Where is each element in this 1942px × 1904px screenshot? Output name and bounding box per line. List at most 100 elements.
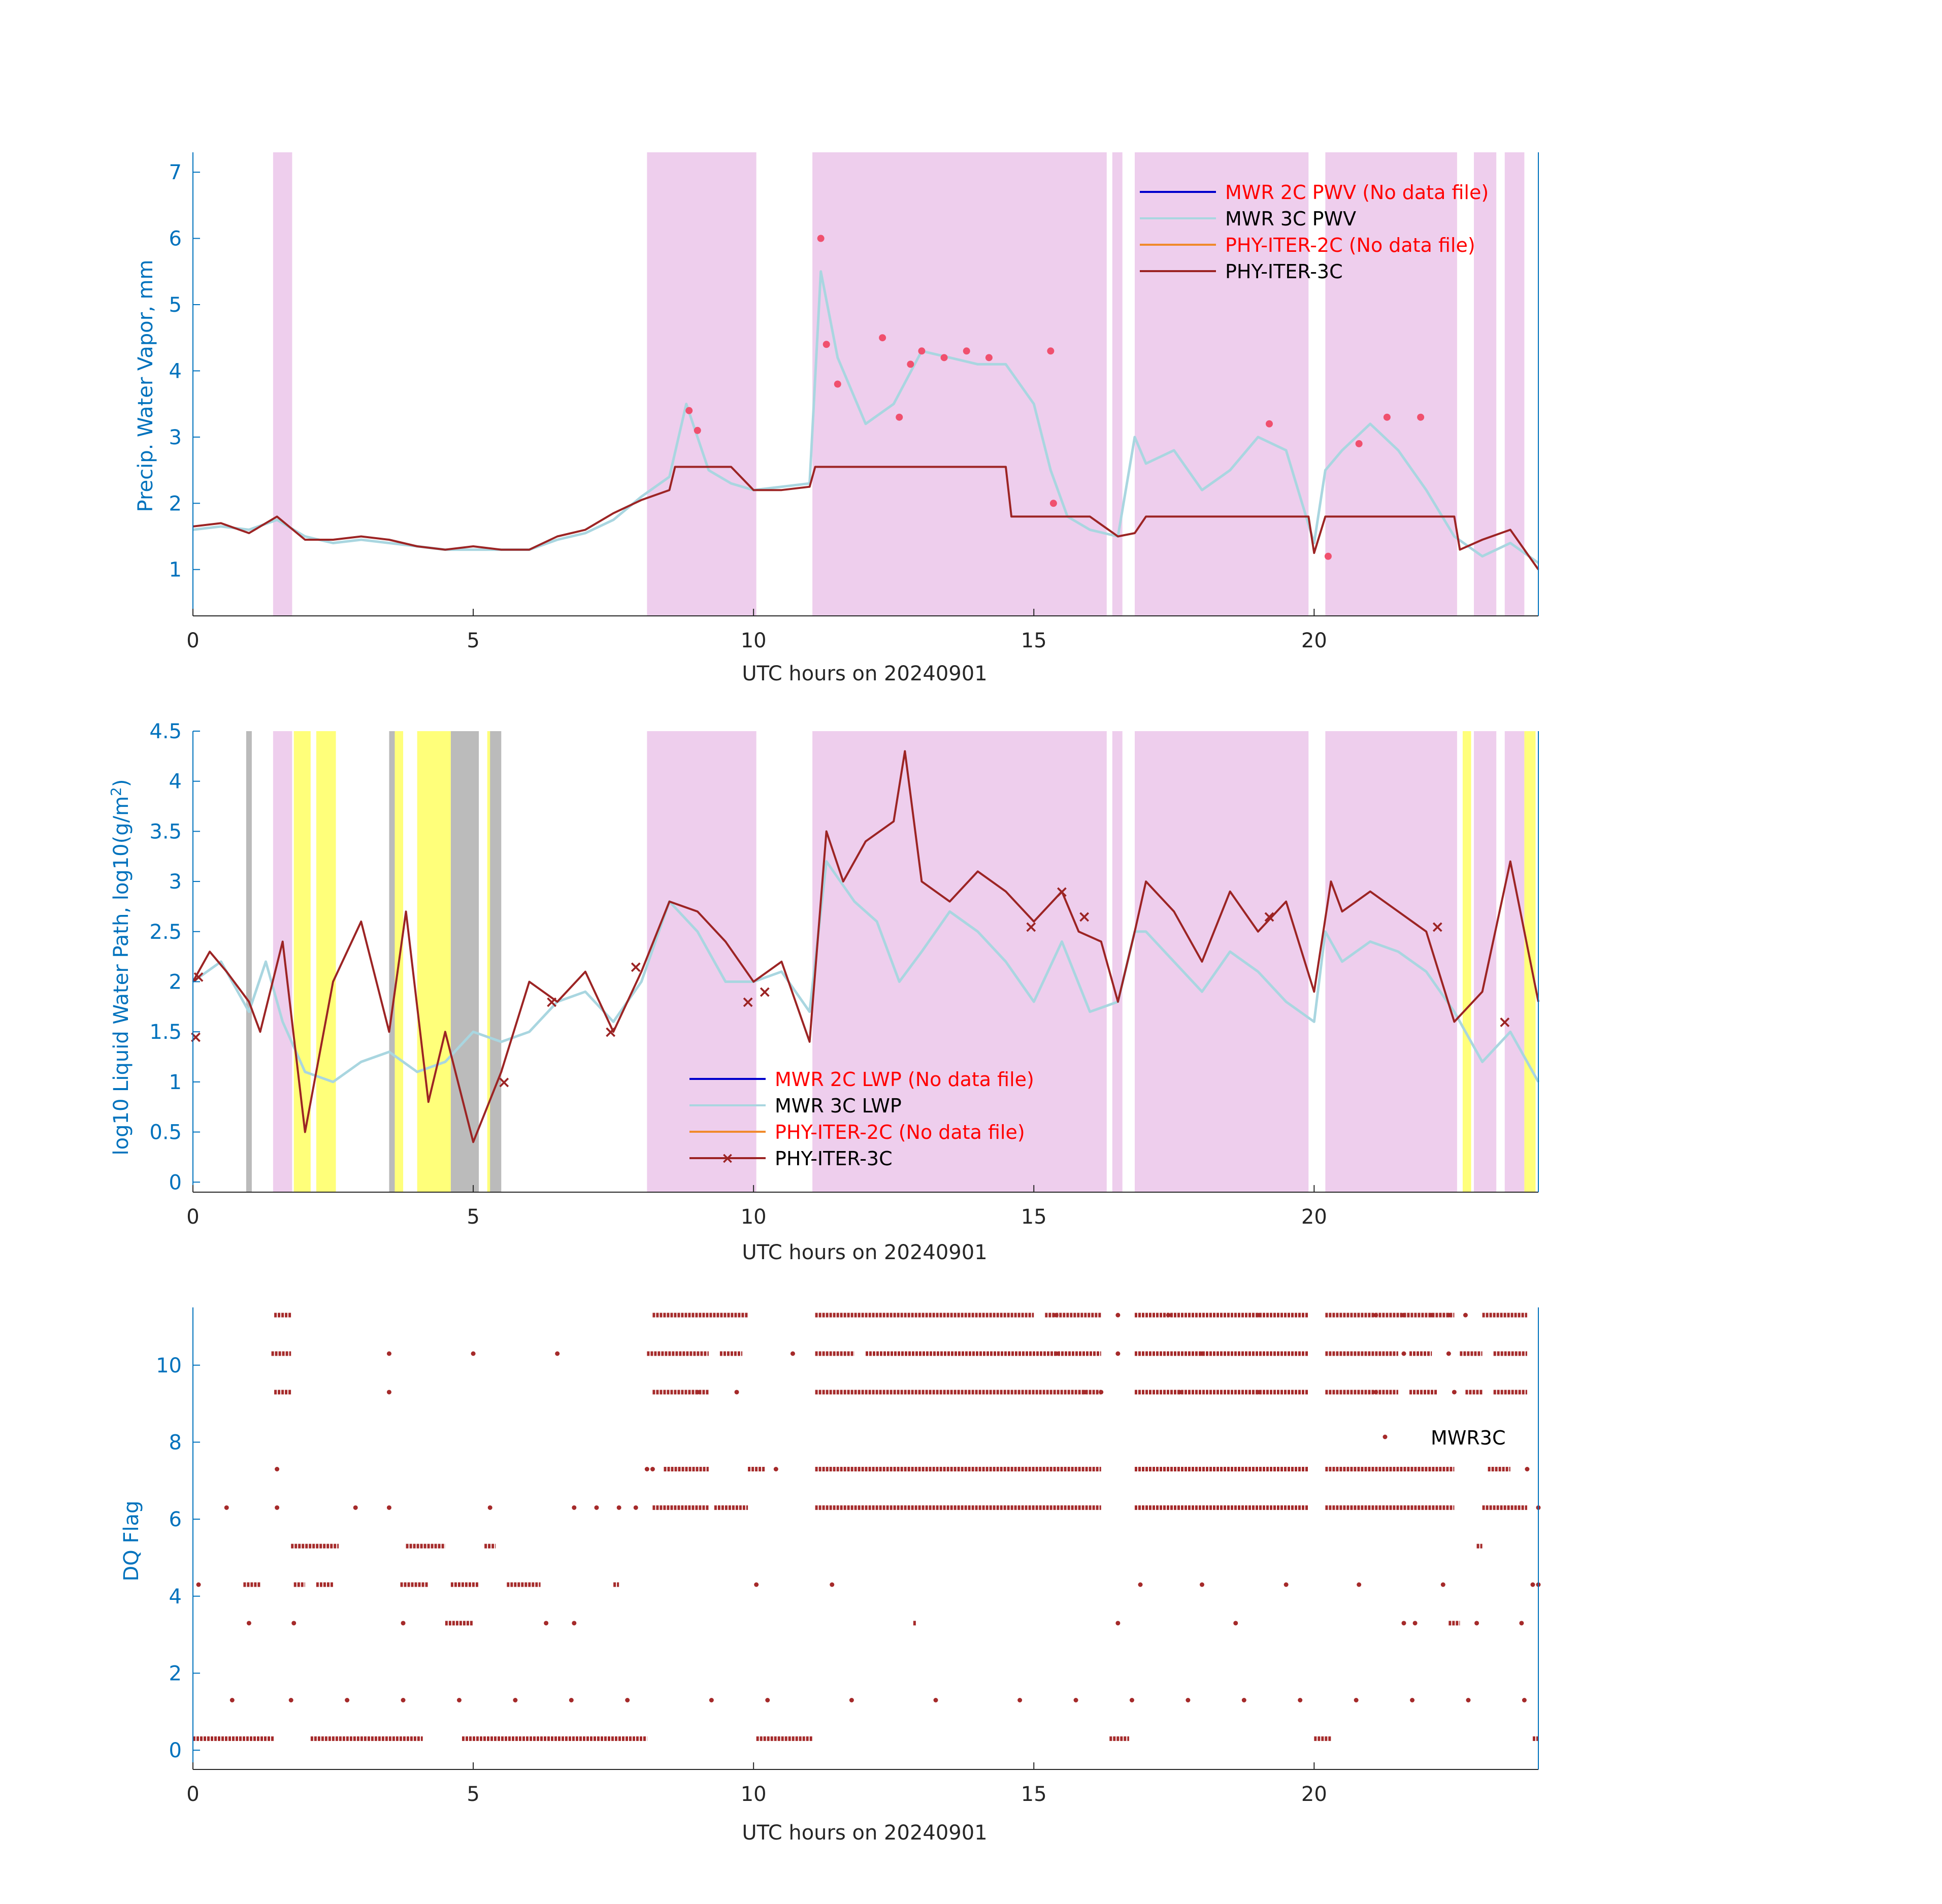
dq-flag-point (594, 1505, 599, 1510)
lwp-shade-band (1112, 731, 1123, 1192)
dq-flag-point (1463, 1312, 1468, 1318)
lwp-mwr3c-line (192, 860, 1540, 1084)
pwv-flagged-point (879, 334, 886, 342)
dq-flag-point (734, 1390, 739, 1395)
pwv-axes: 0 5 10 15 20 1 2 3 4 5 6 7 (169, 152, 1539, 652)
dq-legend-marker (1383, 1434, 1388, 1439)
dq-flag-point (1525, 1467, 1530, 1471)
lwp-phy3c-marker: × (1055, 882, 1069, 901)
lwp-shade-band (1474, 731, 1497, 1192)
pwv-flagged-point (694, 426, 701, 434)
dq-x-tick-label: 20 (1301, 1783, 1327, 1806)
legend-label: MWR 3C LWP (775, 1095, 902, 1117)
pwv-flagged-point (822, 341, 830, 348)
pwv-y-tick-label: 2 (169, 492, 182, 515)
dq-legend-label: MWR3C (1431, 1427, 1505, 1449)
lwp-y-tick-label: 1 (169, 1071, 182, 1094)
pwv-flagged-point (1324, 552, 1332, 560)
dq-flag-point (1452, 1390, 1457, 1395)
pwv-y-tick-label: 3 (169, 426, 182, 449)
pwv-shade-band (1474, 152, 1497, 616)
dq-panel: 0 5 10 15 20 0 2 4 6 8 10 UTC hours on 20240901 DQ… (120, 1307, 1541, 1845)
pwv-shade-band (1325, 152, 1457, 616)
dq-flag-point (1410, 1698, 1415, 1702)
pwv-y-tick-label: 7 (169, 161, 182, 184)
lwp-y-axis-label: log10 Liquid Water Path, log10(g/m2) (108, 779, 133, 1156)
dq-flag-point (1446, 1312, 1451, 1318)
pwv-legend: MWR 2C PWV (No data file) MWR 3C PWV PHY-I… (1140, 181, 1489, 283)
dq-flag-point (633, 1505, 638, 1510)
lwp-y-tick-label: 0 (169, 1171, 182, 1194)
dq-flag-point (1233, 1621, 1238, 1626)
dq-flag-point (1115, 1312, 1121, 1318)
pwv-flagged-point (1266, 420, 1273, 428)
dq-flag-point (1354, 1698, 1359, 1702)
pwv-shaded-intervals (273, 152, 1525, 616)
dq-flag-point (1466, 1698, 1471, 1702)
pwv-flagged-point (907, 360, 914, 368)
pwv-x-tick-label: 20 (1301, 629, 1327, 652)
dq-flag-point (644, 1467, 649, 1471)
pwv-shade-band (647, 152, 756, 616)
legend-label: MWR 2C LWP (No data file) (775, 1068, 1034, 1091)
pwv-shade-band (1112, 152, 1123, 616)
lwp-shade-band (1504, 731, 1525, 1192)
lwp-shade-band (316, 731, 336, 1192)
dq-flag-point (650, 1467, 655, 1471)
dq-flag-point (625, 1698, 630, 1702)
dq-flag-points (193, 1312, 1541, 1741)
dq-flag-point (401, 1698, 406, 1702)
pwv-flagged-point (985, 354, 993, 362)
pwv-flagged-point (1047, 347, 1055, 355)
dq-x-axis-label: UTC hours on 20240901 (742, 1821, 987, 1845)
dq-flag-point (1373, 1312, 1378, 1318)
dq-flag-point (345, 1698, 350, 1702)
dq-flag-point (544, 1621, 549, 1626)
dq-flag-point (709, 1698, 714, 1702)
lwp-x-tick-label: 20 (1301, 1205, 1327, 1229)
dq-flag-point (572, 1621, 577, 1626)
pwv-shade-band (1504, 152, 1525, 616)
pwv-flagged-point (1355, 440, 1363, 447)
dq-flag-point (765, 1698, 770, 1702)
lwp-y-tick-label: 4 (169, 770, 182, 794)
dq-flag-point (1446, 1351, 1451, 1356)
lwp-legend: MWR 2C LWP (No data file) MWR 3C LWP PHY-I… (689, 1068, 1034, 1170)
lwp-x-axis-label: UTC hours on 20240901 (742, 1241, 987, 1264)
dq-flag-point (229, 1698, 235, 1702)
lwp-phy3c-line (192, 750, 1539, 1143)
dq-flag-point (1256, 1390, 1261, 1395)
pwv-shade-band (1135, 152, 1309, 616)
dq-flag-point (487, 1505, 492, 1510)
lwp-phy3c-marker: × (497, 1072, 511, 1092)
legend-marker: × (721, 1150, 734, 1167)
dq-flag-point (830, 1582, 835, 1587)
dq-flag-point (1177, 1390, 1182, 1395)
dq-flag-point (1073, 1698, 1078, 1702)
dq-flag-point (1186, 1698, 1191, 1702)
lwp-shade-band (293, 731, 311, 1192)
dq-flag-point (196, 1582, 201, 1587)
lwp-shade-band (647, 731, 756, 1192)
dq-flag-point (275, 1505, 280, 1510)
dq-flag-point (572, 1505, 577, 1510)
dq-flag-point (1082, 1390, 1087, 1395)
lwp-phy3c-marker: × (192, 967, 206, 987)
lwp-phy3c-marker: × (1498, 1012, 1511, 1031)
dq-flag-point (275, 1467, 280, 1471)
lwp-x-tick-label: 0 (186, 1205, 199, 1229)
dq-flag-point (754, 1582, 759, 1587)
pwv-panel: 0 5 10 15 20 1 2 3 4 5 6 7 UTC hours on 20240901 Pr… (134, 152, 1539, 685)
pwv-y-tick-label: 1 (169, 559, 182, 582)
dq-y-axis-label: DQ Flag (120, 1500, 143, 1581)
dq-flag-point (386, 1390, 391, 1395)
dq-flag-point (1129, 1698, 1134, 1702)
lwp-x-tick-label: 10 (741, 1205, 767, 1229)
lwp-phy3c-marker: × (629, 957, 643, 976)
dq-flag-point (1522, 1698, 1527, 1702)
pwv-flagged-point (834, 380, 841, 388)
lwp-ylabel-superscript: 2 (108, 787, 124, 796)
lwp-x-tick-label: 15 (1021, 1205, 1047, 1229)
pwv-x-tick-label: 10 (741, 629, 767, 652)
